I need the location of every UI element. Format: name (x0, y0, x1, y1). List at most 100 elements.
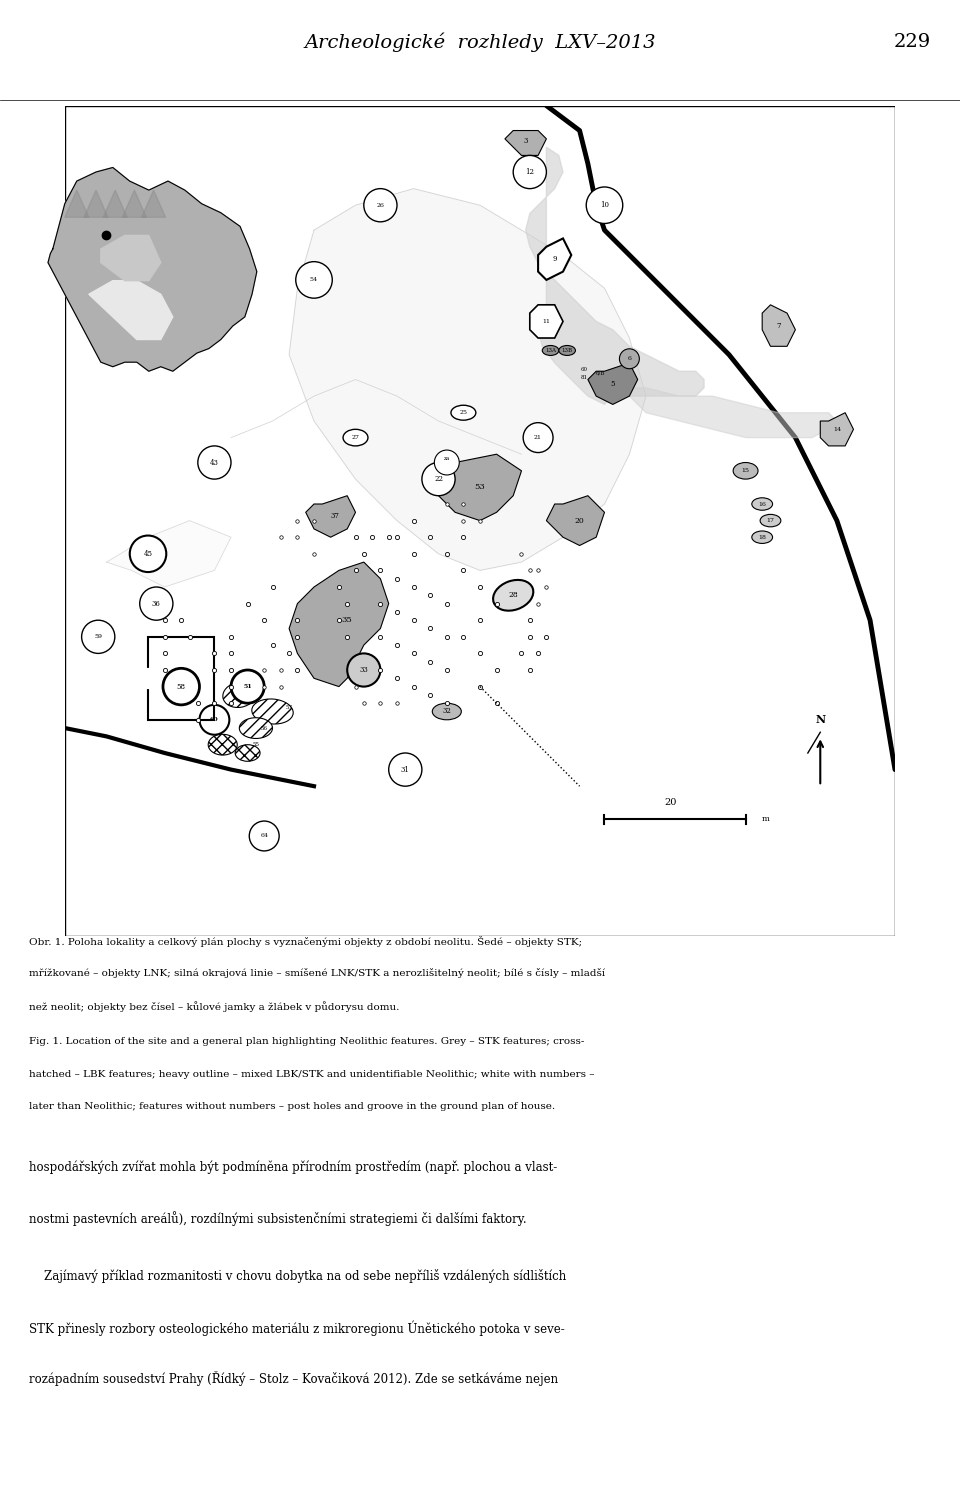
Polygon shape (48, 167, 257, 371)
Text: 28: 28 (509, 592, 518, 599)
FancyBboxPatch shape (65, 106, 895, 936)
Ellipse shape (493, 579, 534, 611)
Polygon shape (64, 190, 88, 217)
Polygon shape (505, 130, 546, 155)
Ellipse shape (239, 718, 273, 738)
Text: 14: 14 (833, 427, 841, 432)
Text: 20: 20 (664, 798, 677, 807)
Text: hatched – LBK features; heavy outline – mixed LBK/STK and unidentifiable Neolith: hatched – LBK features; heavy outline – … (29, 1070, 594, 1079)
Circle shape (140, 587, 173, 620)
Ellipse shape (559, 346, 575, 356)
Text: 35: 35 (342, 616, 352, 625)
Text: 81: 81 (580, 376, 588, 380)
Text: STK přinesly rozbory osteologického materiálu z mikroregionu Únětického potoka v: STK přinesly rozbory osteologického mate… (29, 1320, 564, 1335)
Polygon shape (526, 146, 704, 404)
Circle shape (163, 668, 200, 705)
Polygon shape (289, 561, 389, 687)
Circle shape (200, 705, 229, 735)
Polygon shape (305, 495, 355, 537)
Text: 15: 15 (741, 468, 750, 474)
Text: 5: 5 (611, 380, 615, 388)
Circle shape (587, 187, 623, 223)
Polygon shape (123, 190, 146, 217)
Polygon shape (820, 412, 853, 447)
Circle shape (421, 463, 455, 496)
Text: 21: 21 (534, 435, 542, 441)
Ellipse shape (208, 735, 237, 754)
Text: 43: 43 (210, 459, 219, 466)
Text: 11: 11 (542, 318, 550, 324)
Ellipse shape (451, 406, 476, 420)
Text: 6: 6 (628, 356, 632, 361)
Text: Zajímavý příklad rozmanitosti v chovu dobytka na od sebe nepříliš vzdálených síd: Zajímavý příklad rozmanitosti v chovu do… (29, 1269, 566, 1283)
Ellipse shape (752, 498, 773, 510)
Text: 33: 33 (359, 665, 369, 675)
Text: 25: 25 (460, 410, 468, 415)
Text: 13A: 13A (545, 349, 556, 353)
Text: 229: 229 (894, 33, 931, 51)
Text: 18: 18 (758, 534, 766, 540)
Text: 45: 45 (144, 549, 153, 558)
Circle shape (348, 653, 380, 687)
Ellipse shape (760, 515, 780, 527)
Text: rozápadním sousedství Prahy (Řídký – Stolz – Kovačiková 2012). Zde se setkáváme : rozápadním sousedství Prahy (Řídký – Sto… (29, 1370, 558, 1385)
Text: nostmi pastevních areálů), rozdílnými subsistenčními strategiemi či dalšími fakt: nostmi pastevních areálů), rozdílnými su… (29, 1212, 526, 1227)
Text: 37: 37 (330, 513, 339, 521)
Circle shape (82, 620, 115, 653)
Text: 17: 17 (766, 518, 775, 524)
Polygon shape (101, 235, 161, 281)
Polygon shape (588, 362, 637, 404)
Text: 56: 56 (261, 726, 268, 730)
Circle shape (296, 261, 332, 299)
Circle shape (619, 349, 639, 368)
Circle shape (514, 155, 546, 189)
Text: 6/B: 6/B (595, 370, 605, 376)
Ellipse shape (752, 531, 773, 543)
Polygon shape (530, 305, 563, 338)
Circle shape (130, 536, 166, 572)
Circle shape (389, 753, 421, 786)
Text: 10: 10 (600, 201, 609, 210)
Circle shape (434, 450, 459, 475)
Ellipse shape (432, 703, 462, 720)
Circle shape (364, 189, 397, 222)
Text: 36: 36 (152, 599, 160, 608)
Text: Fig. 1. Location of the site and a general plan highlighting Neolithic features.: Fig. 1. Location of the site and a gener… (29, 1037, 585, 1046)
Circle shape (198, 447, 231, 478)
Text: later than Neolithic; features without numbers – post holes and groove in the gr: later than Neolithic; features without n… (29, 1102, 555, 1111)
Text: m: m (762, 815, 770, 824)
Ellipse shape (343, 429, 368, 447)
Text: 55: 55 (252, 742, 259, 747)
Text: 22: 22 (434, 475, 443, 483)
Text: 57: 57 (286, 705, 293, 709)
Text: 60: 60 (210, 717, 219, 723)
Text: Archeologické  rozhledy  LXV–2013: Archeologické rozhledy LXV–2013 (304, 33, 656, 51)
Ellipse shape (542, 346, 559, 356)
Text: 27: 27 (351, 435, 359, 441)
Text: Obr. 1. Poloha lokality a celkový plán plochy s vyznačenými objekty z období neo: Obr. 1. Poloha lokality a celkový plán p… (29, 936, 582, 946)
Text: hospodářských zvířat mohla být podmíněna přírodním prostředím (např. plochou a v: hospodářských zvířat mohla být podmíněna… (29, 1160, 557, 1174)
Text: 60: 60 (580, 367, 588, 373)
Ellipse shape (252, 699, 293, 724)
Polygon shape (621, 388, 837, 438)
Polygon shape (104, 190, 127, 217)
Circle shape (250, 821, 279, 851)
Text: 12: 12 (525, 167, 535, 177)
Ellipse shape (235, 745, 260, 761)
Text: 58: 58 (177, 682, 185, 691)
Polygon shape (762, 305, 796, 346)
Text: 59: 59 (94, 634, 102, 640)
Text: 32: 32 (443, 708, 451, 715)
Text: 13B: 13B (562, 349, 573, 353)
Polygon shape (546, 495, 605, 546)
Polygon shape (430, 454, 521, 521)
Text: za: za (444, 456, 450, 460)
Bar (148, 637, 214, 720)
Text: 51: 51 (243, 684, 252, 690)
Text: 54: 54 (310, 278, 318, 282)
Text: 9: 9 (552, 255, 557, 263)
Text: mřížkované – objekty LNK; silná okrajová linie – smíšené LNK/STK a nerozlišiteln: mřížkované – objekty LNK; silná okrajová… (29, 969, 605, 978)
Circle shape (523, 423, 553, 453)
Text: než neolit; objekty bez čísel – kůlové jamky a žlábek v půdorysu domu.: než neolit; objekty bez čísel – kůlové j… (29, 1000, 399, 1011)
Text: 64: 64 (260, 833, 268, 839)
